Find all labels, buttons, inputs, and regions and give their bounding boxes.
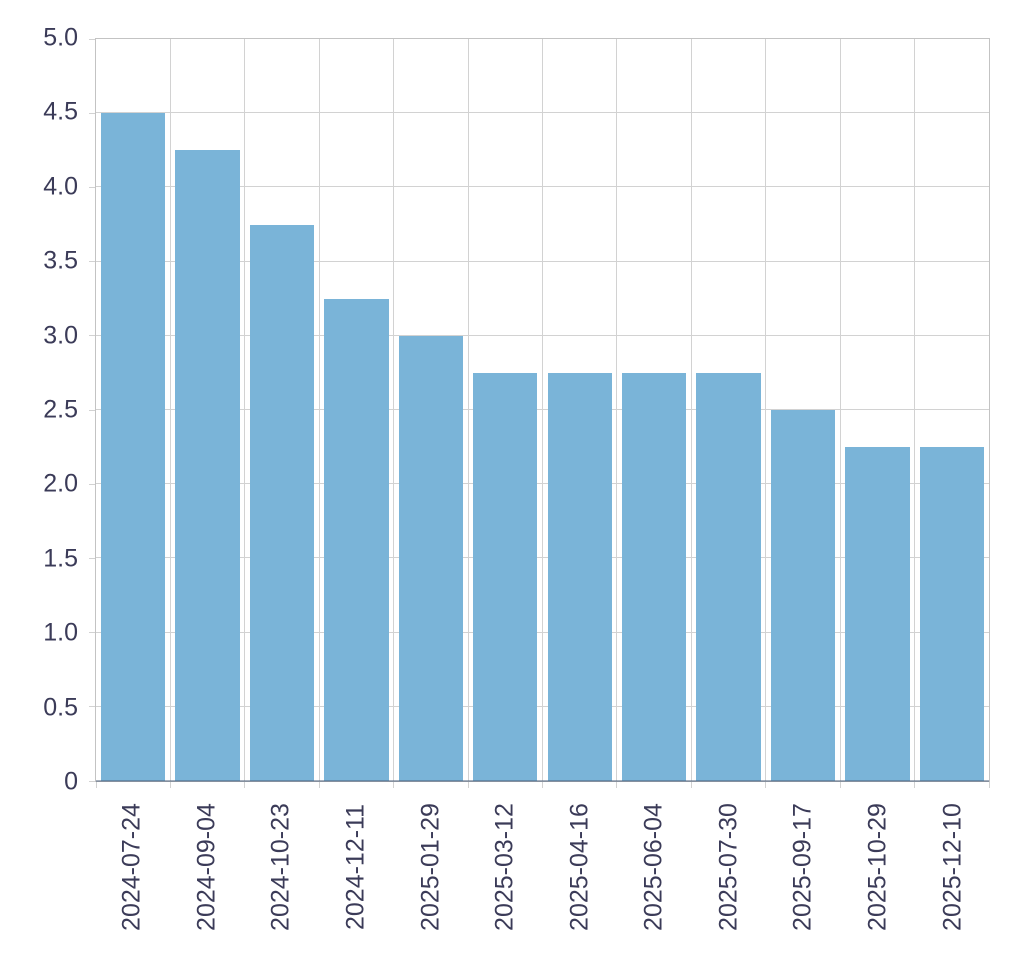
x-axis-tick-label: 2025-06-04: [639, 803, 668, 931]
x-tick-mark: [690, 782, 692, 788]
y-axis-tick-label: 5.0: [43, 23, 78, 52]
y-axis-tick-label: 2.0: [43, 469, 78, 498]
v-gridline: [244, 39, 246, 781]
v-gridline: [467, 39, 469, 781]
y-tick-mark: [89, 38, 95, 40]
y-tick-mark: [89, 557, 95, 559]
x-tick-mark: [988, 782, 990, 788]
y-tick-mark: [89, 261, 95, 263]
y-axis-tick-label: 1.5: [43, 544, 78, 573]
v-gridline: [616, 39, 618, 781]
x-axis-tick-label: 2025-09-17: [788, 803, 817, 931]
y-tick-mark: [89, 483, 95, 485]
x-tick-mark: [244, 782, 246, 788]
x-axis-tick-label: 2024-10-23: [266, 803, 295, 931]
y-axis-tick-label: 3.5: [43, 246, 78, 275]
x-tick-mark: [318, 782, 320, 788]
y-axis-tick-label: 1.0: [43, 618, 78, 647]
x-tick-mark: [616, 782, 618, 788]
x-axis-category: 2025-06-04: [617, 782, 692, 952]
x-axis-tick-label: 2025-10-29: [863, 803, 892, 931]
x-tick-mark: [765, 782, 767, 788]
bar: [324, 298, 389, 781]
x-axis-category: 2025-03-12: [468, 782, 543, 952]
y-axis-tick-label: 0: [64, 767, 78, 796]
y-tick-mark: [89, 706, 95, 708]
y-axis-tick-label: 3.0: [43, 321, 78, 350]
y-tick-mark: [89, 112, 95, 114]
x-axis-tick-label: 2025-03-12: [490, 803, 519, 931]
v-gridline: [765, 39, 767, 781]
x-tick-mark: [839, 782, 841, 788]
x-axis-category: 2025-04-16: [542, 782, 617, 952]
x-axis-category: 2024-12-11: [319, 782, 394, 952]
x-axis-category: 2025-01-29: [393, 782, 468, 952]
bar: [696, 372, 761, 781]
y-tick-mark: [89, 780, 95, 782]
v-gridline: [690, 39, 692, 781]
v-gridline: [542, 39, 543, 781]
y-axis: 0 0.5 1.0 1.5 2.0 2.5 3.0 3.5 4.0 4.5 5.0: [0, 25, 78, 794]
x-tick-mark: [95, 782, 97, 788]
bar: [101, 113, 166, 781]
bar: [547, 372, 612, 781]
v-gridline: [914, 39, 916, 781]
x-axis-tick-label: 2025-01-29: [416, 803, 445, 931]
x-axis-tick-label: 2025-04-16: [565, 803, 594, 931]
bar: [845, 447, 910, 781]
v-gridline: [839, 39, 841, 781]
v-gridline: [318, 39, 320, 781]
bar: [621, 372, 687, 781]
x-tick-mark: [393, 782, 395, 788]
y-tick-mark: [89, 335, 95, 337]
x-tick-mark: [169, 782, 171, 788]
x-axis-category: 2025-07-30: [692, 782, 767, 952]
y-tick-mark: [89, 409, 95, 411]
plot-area: [89, 38, 990, 788]
x-tick-mark: [467, 782, 469, 788]
x-axis-category: 2025-09-17: [766, 782, 841, 952]
x-axis-category: 2024-07-24: [95, 782, 170, 952]
y-axis-tick-label: 4.5: [43, 97, 78, 126]
y-axis-tick-label: 4.0: [43, 172, 78, 201]
x-axis-tick-label: 2024-09-04: [192, 803, 221, 931]
x-axis-category: 2024-09-04: [170, 782, 245, 952]
x-axis-category: 2025-12-10: [915, 782, 990, 952]
bar: [770, 410, 836, 781]
y-axis-tick-label: 2.5: [43, 395, 78, 424]
x-axis: 2024-07-24 2024-09-04 2024-10-23 2024-12-11…: [95, 782, 990, 952]
baseline: [96, 780, 989, 782]
v-gridline: [169, 39, 171, 781]
y-tick-mark: [89, 186, 95, 188]
x-axis-category: 2025-10-29: [841, 782, 916, 952]
bar: [175, 150, 240, 781]
x-axis-tick-label: 2025-12-10: [938, 803, 967, 931]
bar: [473, 372, 538, 781]
bar: [249, 224, 315, 781]
y-tick-mark: [89, 632, 95, 634]
x-tick-mark: [914, 782, 916, 788]
x-tick-mark: [542, 782, 543, 788]
bar: [919, 447, 984, 781]
x-axis-tick-label: 2024-12-11: [341, 803, 370, 931]
y-axis-tick-label: 0.5: [43, 693, 78, 722]
bar: [398, 335, 464, 781]
x-axis-category: 2024-10-23: [244, 782, 319, 952]
x-axis-tick-label: 2024-07-24: [117, 803, 146, 931]
v-gridline: [393, 39, 395, 781]
x-axis-tick-label: 2025-07-30: [714, 803, 743, 931]
